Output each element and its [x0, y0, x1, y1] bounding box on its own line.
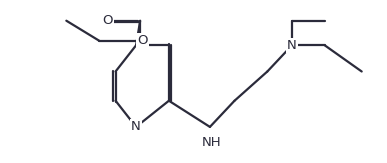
Text: O: O — [137, 34, 147, 47]
Text: N: N — [131, 120, 141, 133]
Text: O: O — [102, 14, 113, 27]
Text: N: N — [287, 39, 297, 52]
Text: NH: NH — [202, 136, 222, 149]
